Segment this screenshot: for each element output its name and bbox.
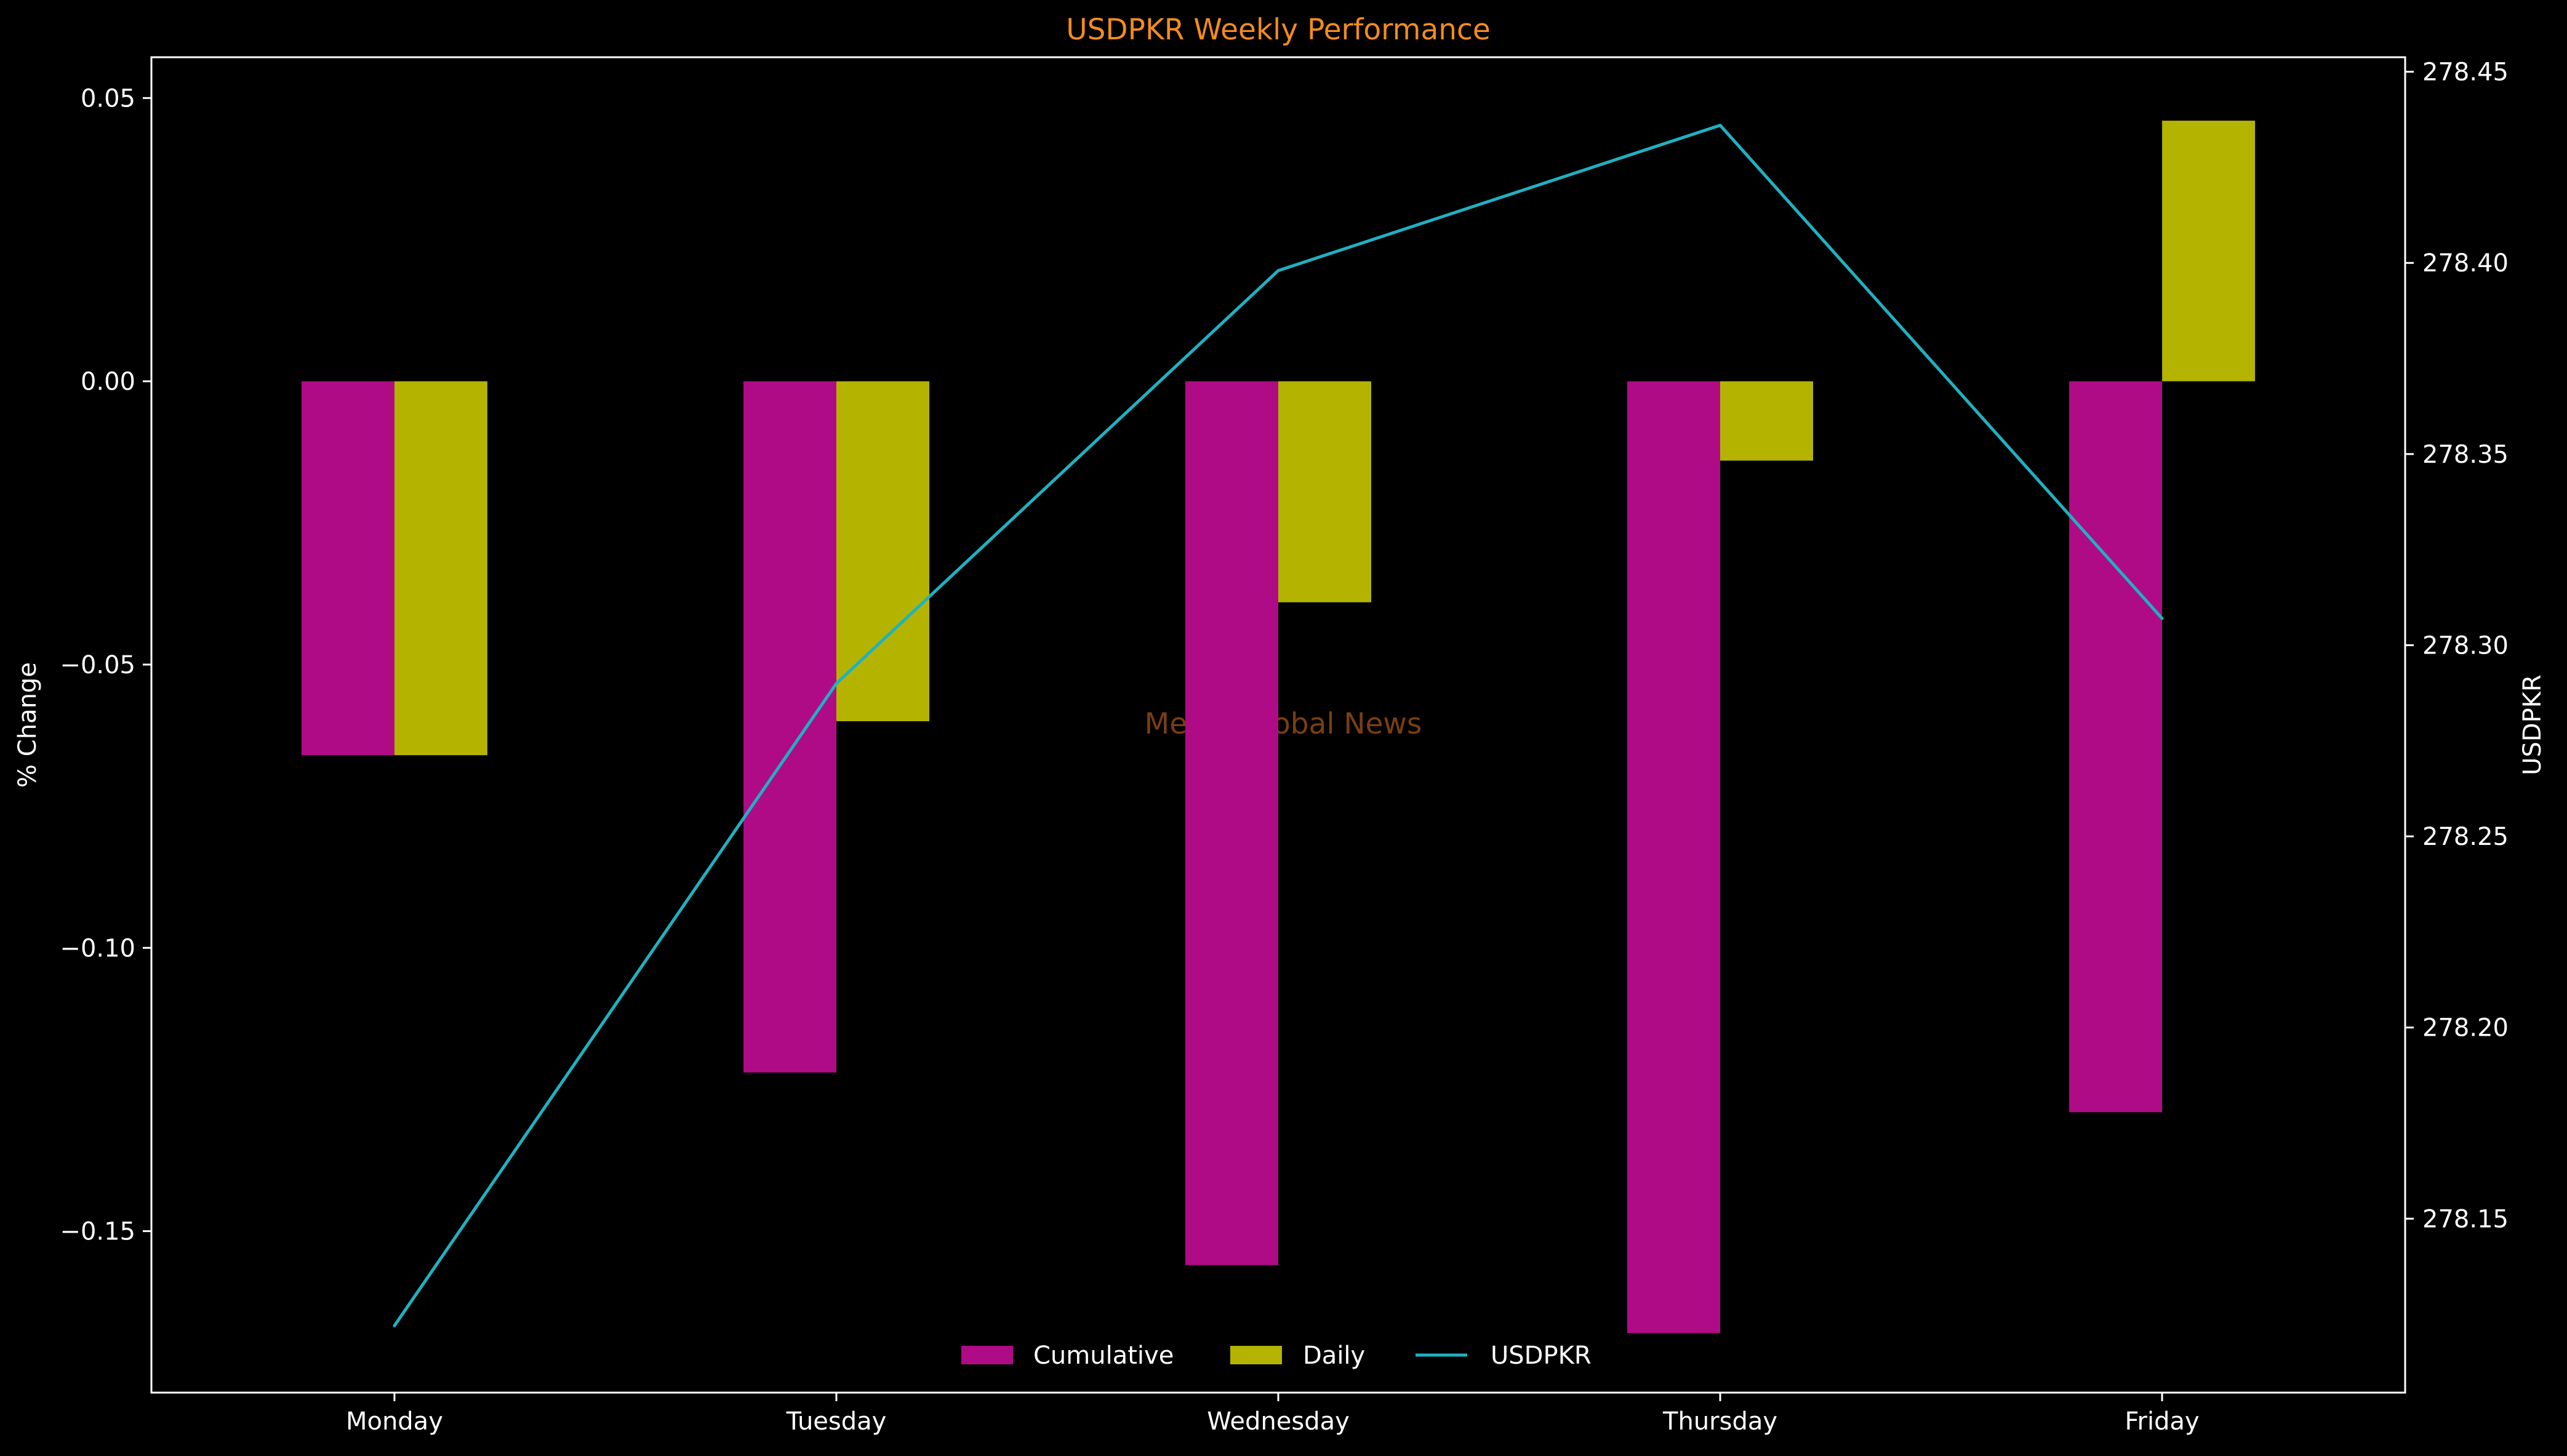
y2-tick-label: 278.45 — [2422, 58, 2509, 87]
y2-tick-label: 278.30 — [2422, 631, 2509, 660]
x-tick-label: Wednesday — [1207, 1407, 1350, 1436]
legend: Cumulative Daily USDPKR — [961, 1342, 1592, 1370]
bar-cumulative-wednesday — [1185, 381, 1278, 1265]
y-tick-label: −0.10 — [60, 934, 135, 962]
bar-cumulative-thursday — [1627, 381, 1720, 1334]
bar-daily-monday — [394, 381, 487, 756]
line-point-thursday — [1718, 124, 1722, 127]
bar-daily-wednesday — [1278, 381, 1371, 602]
y-tick-label: −0.05 — [60, 651, 135, 679]
y-tick-label: 0.00 — [81, 368, 135, 396]
legend-label-daily: Daily — [1303, 1342, 1365, 1370]
y2-tick-label: 278.25 — [2422, 823, 2509, 851]
bars-layer — [301, 121, 2256, 1334]
bar-cumulative-tuesday — [743, 381, 836, 1073]
line-point-monday — [393, 1324, 396, 1327]
line-point-friday — [2160, 617, 2164, 620]
line-point-tuesday — [835, 682, 838, 686]
x-tick-label: Friday — [2124, 1407, 2199, 1436]
y2-tick-label: 278.20 — [2422, 1014, 2509, 1042]
bar-daily-thursday — [1720, 381, 1813, 461]
bar-cumulative-monday — [301, 381, 394, 756]
y2-tick-label: 278.15 — [2422, 1205, 2509, 1233]
bar-daily-friday — [2162, 121, 2256, 382]
y-tick-label: −0.15 — [60, 1218, 135, 1246]
line-point-wednesday — [1276, 269, 1280, 273]
y-axis-label: % Change — [14, 662, 42, 788]
bar-daily-tuesday — [836, 381, 929, 721]
legend-label-usdpkr: USDPKR — [1491, 1342, 1592, 1370]
right-axis: 278.15 278.20 278.25 278.30 278.35 278.40 278.… — [2405, 58, 2509, 1233]
line-layer — [393, 124, 2164, 1327]
y2-tick-label: 278.40 — [2422, 249, 2509, 278]
left-axis: −0.15 −0.10 −0.05 0.00 0.05 — [60, 84, 151, 1246]
x-tick-label: Monday — [346, 1407, 443, 1436]
bar-cumulative-friday — [2069, 381, 2163, 1113]
x-tick-label: Thursday — [1662, 1407, 1777, 1436]
x-axis: Monday Tuesday Wednesday Thursday Friday — [346, 1393, 2200, 1436]
y2-axis-label: USDPKR — [2518, 674, 2547, 775]
y2-tick-label: 278.35 — [2422, 441, 2509, 469]
y-tick-label: 0.05 — [81, 84, 135, 113]
chart-title: USDPKR Weekly Performance — [1066, 13, 1491, 47]
x-tick-label: Tuesday — [786, 1407, 887, 1436]
legend-swatch-cumulative — [961, 1346, 1013, 1364]
legend-swatch-daily — [1230, 1346, 1282, 1364]
legend-label-cumulative: Cumulative — [1033, 1342, 1174, 1370]
